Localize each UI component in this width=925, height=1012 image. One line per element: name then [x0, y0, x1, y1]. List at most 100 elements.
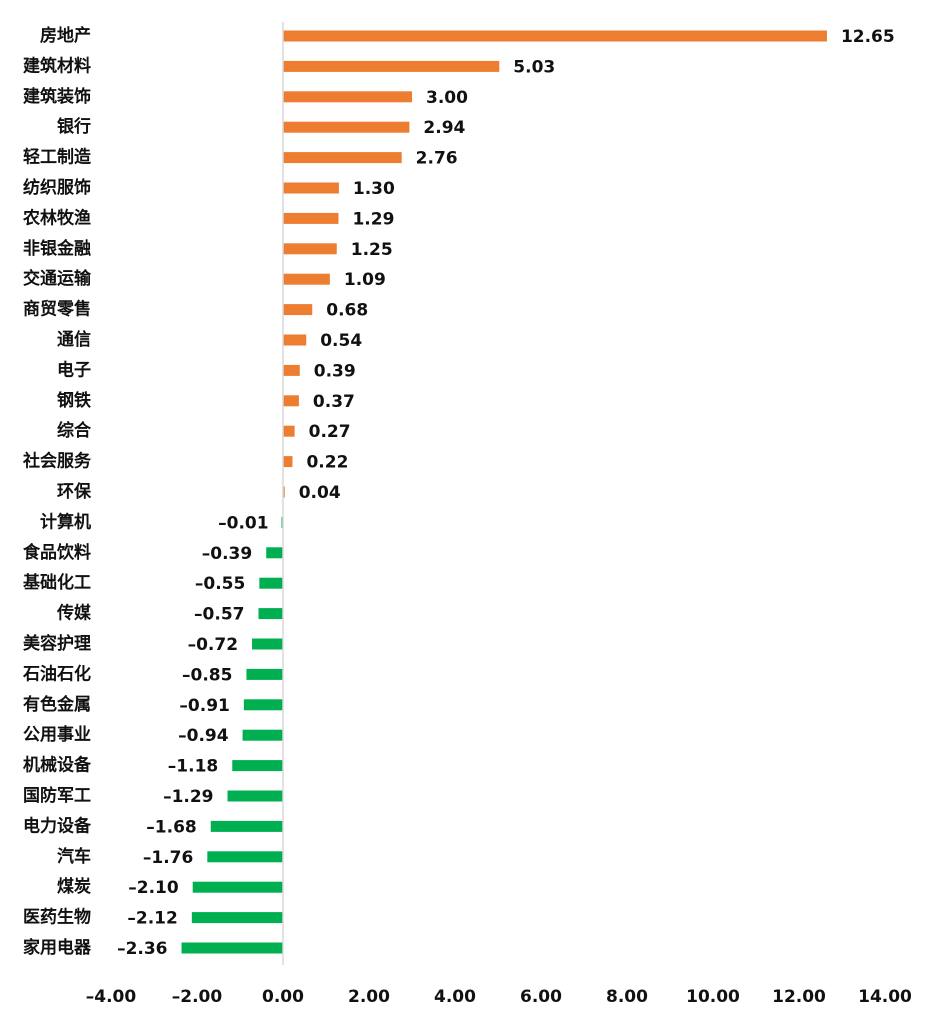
data-label: 0.04: [299, 483, 341, 503]
data-label: 1.29: [352, 209, 394, 229]
category-label: 计算机: [40, 511, 91, 532]
bar: [283, 364, 300, 376]
bar: [258, 608, 283, 620]
bar: [283, 395, 299, 407]
category-label: 建筑材料: [23, 55, 91, 76]
bar: [266, 547, 283, 559]
data-label: –0.94: [178, 726, 229, 746]
category-label: 煤炭: [57, 876, 91, 897]
data-label: –0.57: [194, 605, 244, 625]
bar: [242, 729, 283, 741]
data-label: –2.10: [128, 878, 179, 898]
data-label: –1.68: [146, 817, 196, 837]
x-tick-labels: –4.00 –2.00 0.00 2.00 4.00 6.00 8.00 10.00 12.00…: [86, 987, 912, 1007]
bar: [210, 820, 283, 832]
bar: [283, 152, 402, 164]
data-label: –0.72: [188, 635, 238, 655]
bar: [283, 91, 412, 103]
x-tick-label: 4.00: [434, 987, 476, 1007]
data-label: 0.54: [320, 331, 362, 351]
data-label: 1.30: [353, 179, 395, 199]
category-label: 商贸零售: [23, 299, 91, 320]
bar: [283, 273, 330, 285]
bar: [283, 334, 307, 346]
data-label: –1.29: [163, 787, 213, 807]
bar: [283, 304, 313, 316]
data-label: 2.94: [423, 118, 465, 138]
category-label: 医药生物: [23, 907, 91, 928]
x-tick-label: 12.00: [772, 987, 826, 1007]
x-tick-label: –4.00: [86, 987, 137, 1007]
bar: [283, 486, 285, 498]
data-label: 0.68: [326, 301, 368, 321]
data-label: –2.12: [127, 909, 177, 929]
category-label: 银行: [57, 116, 91, 137]
bars-group: [181, 30, 827, 954]
data-label: 12.65: [841, 27, 895, 47]
x-tick-label: 8.00: [606, 987, 648, 1007]
x-tick-label: 14.00: [858, 987, 912, 1007]
category-label: 房地产: [40, 25, 91, 46]
bar: [283, 121, 410, 133]
category-label: 基础化工: [22, 572, 91, 593]
category-label: 电力设备: [23, 815, 92, 836]
data-label: 0.39: [314, 361, 356, 381]
bar: [283, 60, 500, 72]
bar: [207, 851, 283, 863]
bar: [243, 699, 283, 711]
data-label: 0.37: [313, 392, 355, 412]
category-label: 家用电器: [23, 937, 92, 958]
bar: [192, 881, 283, 893]
bar: [227, 790, 283, 802]
data-label: 0.22: [306, 453, 348, 473]
category-label: 食品饮料: [23, 542, 91, 563]
data-label: 0.27: [309, 422, 351, 442]
category-label: 纺织服饰: [23, 177, 91, 198]
data-label: –0.91: [179, 696, 229, 716]
category-label: 环保: [57, 481, 92, 502]
bar: [283, 182, 339, 194]
bar: [283, 243, 337, 255]
data-label: 5.03: [513, 57, 555, 77]
data-label: –2.36: [117, 939, 167, 959]
x-tick-label: 10.00: [686, 987, 740, 1007]
category-label: 公用事业: [23, 725, 91, 745]
bar: [191, 912, 283, 924]
category-label: 社会服务: [22, 451, 92, 472]
bar: [283, 425, 295, 437]
category-label: 机械设备: [23, 755, 92, 776]
data-label: 2.76: [416, 149, 458, 169]
category-label: 非银金融: [23, 238, 91, 259]
category-labels: 房地产建筑材料建筑装饰银行轻工制造纺织服饰农林牧渔非银金融交通运输商贸零售通信电…: [22, 25, 92, 958]
bar: [246, 668, 283, 680]
data-label: –1.76: [143, 848, 193, 868]
data-label: –0.55: [195, 574, 245, 594]
x-tick-label: 6.00: [520, 987, 562, 1007]
bar: [283, 30, 827, 42]
x-tick-label: 2.00: [348, 987, 390, 1007]
data-label: –0.01: [218, 513, 268, 533]
category-label: 轻工制造: [23, 147, 92, 168]
category-label: 电子: [57, 359, 91, 380]
data-label: –0.85: [182, 665, 232, 685]
x-tick-label: –2.00: [172, 987, 223, 1007]
category-label: 美容护理: [23, 633, 91, 654]
category-label: 交通运输: [23, 268, 92, 289]
data-label: –1.18: [168, 757, 218, 777]
category-label: 综合: [57, 420, 92, 441]
bar: [252, 638, 283, 650]
category-label: 农林牧渔: [22, 207, 91, 228]
bar: [259, 577, 283, 589]
category-label: 传媒: [56, 603, 92, 624]
category-label: 有色金属: [23, 694, 91, 715]
data-label: 1.09: [344, 270, 386, 290]
data-label: 1.25: [351, 240, 393, 260]
category-label: 国防军工: [23, 785, 91, 806]
x-tick-label: 0.00: [262, 987, 304, 1007]
category-label: 建筑装饰: [23, 86, 91, 107]
bar: [181, 942, 283, 954]
category-label: 钢铁: [57, 390, 91, 411]
data-label: 3.00: [426, 88, 468, 108]
bar: [232, 760, 283, 772]
